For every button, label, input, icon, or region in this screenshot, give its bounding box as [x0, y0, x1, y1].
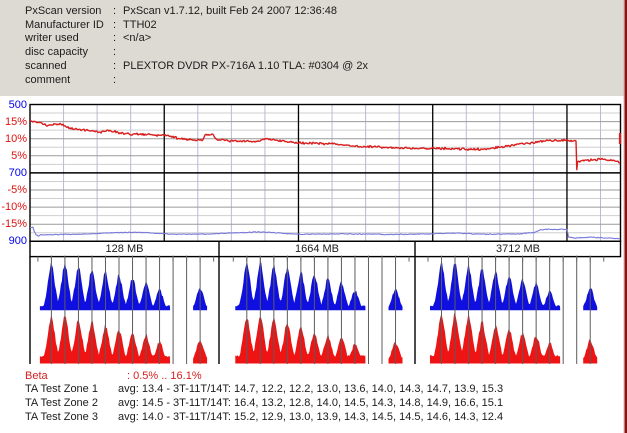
- ta-zone1-row: TA Test Zone 1 avg: 13.4 - 3T-11T/14T: 1…: [0, 383, 620, 396]
- y-axis-label-15: 15%: [4, 115, 27, 128]
- scan-info-header: [0, 0, 627, 96]
- y-axis-label-m15: -15%: [1, 218, 27, 231]
- window-right-border: [623, 0, 627, 433]
- beta-label: Beta: [25, 369, 48, 382]
- ta-zone1-value: avg: 13.4 - 3T-11T/14T: 14.7, 12.2, 12.2…: [118, 383, 504, 396]
- scanned-label: scanned: [25, 59, 67, 72]
- beta-row: Beta : 0.5% .. 16.1%: [0, 370, 620, 383]
- header-row-writer: writer used : <n/a>: [0, 32, 620, 45]
- scanned-value: PLEXTOR DVDR PX-716A 1.10 TLA: #0304 @ 2…: [123, 59, 368, 72]
- writer-value: <n/a>: [123, 32, 152, 45]
- header-row-manufacturer: Manufacturer ID : TTH02: [0, 19, 620, 32]
- y-axis-label-900: 900: [8, 235, 27, 248]
- x-axis-label-128mb: 128 MB: [105, 243, 144, 255]
- ta-zone1-label: TA Test Zone 1: [25, 383, 98, 396]
- y-axis-label-700: 700: [8, 166, 27, 179]
- x-axis-label-3712mb: 3712 MB: [495, 243, 541, 255]
- colon: :: [113, 73, 117, 86]
- y-axis-label-5: 5%: [11, 149, 27, 162]
- comment-label: comment: [25, 73, 71, 86]
- colon: :: [113, 32, 117, 45]
- y-axis-label-m5: -5%: [7, 184, 27, 196]
- colon: :: [113, 59, 117, 72]
- y-axis-label-m10: -10%: [1, 201, 27, 214]
- version-label: PxScan version: [25, 5, 102, 17]
- colon: :: [113, 5, 117, 17]
- header-row-version: PxScan version : PxScan v1.7.12, built F…: [0, 5, 620, 18]
- writer-label: writer used: [25, 32, 79, 45]
- manufacturer-label: Manufacturer ID: [25, 18, 104, 31]
- colon: :: [113, 18, 117, 31]
- manufacturer-value: TTH02: [123, 18, 157, 31]
- header-row-comment: comment :: [0, 74, 620, 87]
- header-row-scanned: scanned : PLEXTOR DVDR PX-716A 1.10 TLA:…: [0, 60, 620, 73]
- x-axis-label-1664mb: 1664 MB: [294, 243, 340, 255]
- colon: :: [113, 46, 117, 59]
- y-axis-label-500: 500: [8, 98, 27, 111]
- ta-zone3-label: TA Test Zone 3: [25, 410, 98, 423]
- ta-zone3-row: TA Test Zone 3 avg: 14.0 - 3T-11T/14T: 1…: [0, 411, 620, 424]
- version-value: PxScan v1.7.12, built Feb 24 2007 12:36:…: [123, 5, 338, 17]
- ta-zone2-value: avg: 14.5 - 3T-11T/14T: 16.4, 13.2, 12.8…: [118, 396, 504, 409]
- header-row-capacity: disc capacity :: [0, 46, 620, 59]
- capacity-label: disc capacity: [25, 46, 88, 59]
- y-axis-label-10: 10%: [4, 132, 27, 145]
- ta-zone2-label: TA Test Zone 2: [25, 396, 98, 409]
- beta-value: : 0.5% .. 16.1%: [127, 369, 202, 382]
- ta-zone3-value: avg: 14.0 - 3T-11T/14T: 15.2, 12.9, 13.0…: [118, 410, 504, 423]
- ta-zone2-row: TA Test Zone 2 avg: 14.5 - 3T-11T/14T: 1…: [0, 397, 620, 410]
